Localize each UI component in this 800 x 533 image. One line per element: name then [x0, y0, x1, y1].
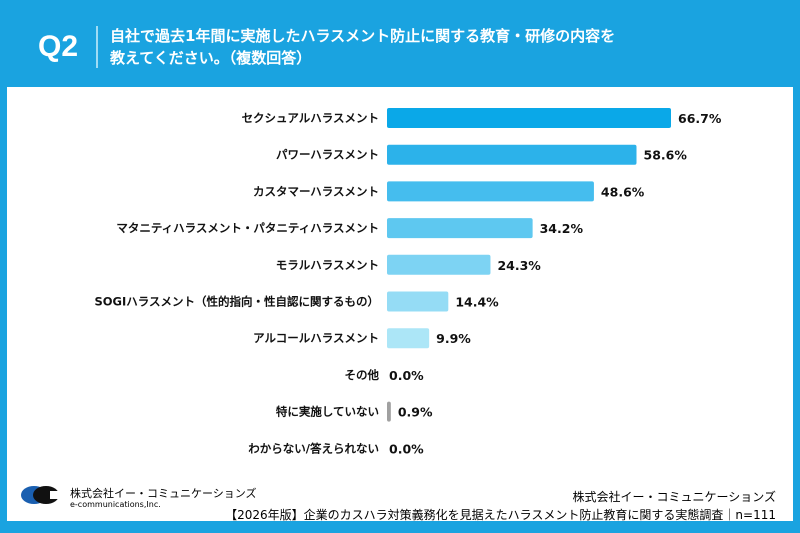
bar — [387, 291, 449, 312]
bar — [387, 254, 491, 275]
category-label: セクシュアルハラスメント — [242, 111, 379, 125]
value-label: 48.6% — [601, 184, 645, 199]
bar — [387, 218, 533, 239]
bar — [387, 181, 594, 202]
category-label: わからない/答えられない — [248, 441, 379, 455]
company-logo — [21, 486, 68, 504]
value-label: 24.3% — [497, 258, 541, 273]
value-label: 0.0% — [389, 441, 424, 456]
value-label: 0.9% — [398, 405, 433, 420]
value-label: 14.4% — [455, 295, 499, 310]
category-label: SOGIハラスメント（性的指向・性自認に関するもの） — [94, 295, 379, 309]
question-number: Q2 — [38, 30, 79, 63]
bar — [387, 328, 430, 349]
title-line-1: 自社で過去1年間に実施したハラスメント防止に関する教育・研修の内容を — [110, 27, 616, 45]
value-label: 9.9% — [436, 331, 471, 346]
bar — [387, 144, 637, 165]
value-label: 34.2% — [540, 221, 584, 236]
category-label: カスタマーハラスメント — [253, 184, 379, 198]
value-label: 58.6% — [644, 148, 688, 163]
value-label: 66.7% — [678, 111, 722, 126]
category-label: その他 — [345, 368, 380, 382]
title-line-2: 教えてください。（複数回答） — [110, 49, 312, 67]
bar — [387, 401, 391, 422]
value-label: 0.0% — [389, 368, 424, 383]
logo-text-jp: 株式会社イー・コミュニケーションズ — [70, 487, 257, 500]
category-label: モラルハラスメント — [276, 258, 379, 272]
category-label: マタニティハラスメント・パタニティハラスメント — [116, 221, 379, 235]
survey-credit: 【2026年版】企業のカスハラ対策義務化を見据えたハラスメント防止教育に関する実… — [225, 508, 776, 522]
divider — [96, 26, 98, 68]
company-credit: 株式会社イー・コミュニケーションズ — [572, 490, 776, 504]
category-label: パワーハラスメント — [276, 148, 379, 162]
category-label: アルコールハラスメント — [253, 331, 379, 345]
bar — [387, 108, 671, 128]
logo-text-en: e-communications,Inc. — [70, 500, 161, 509]
question-title: 自社で過去1年間に実施したハラスメント防止に関する教育・研修の内容を 教えてくださ… — [110, 25, 615, 69]
category-label: 特に実施していない — [276, 405, 379, 419]
